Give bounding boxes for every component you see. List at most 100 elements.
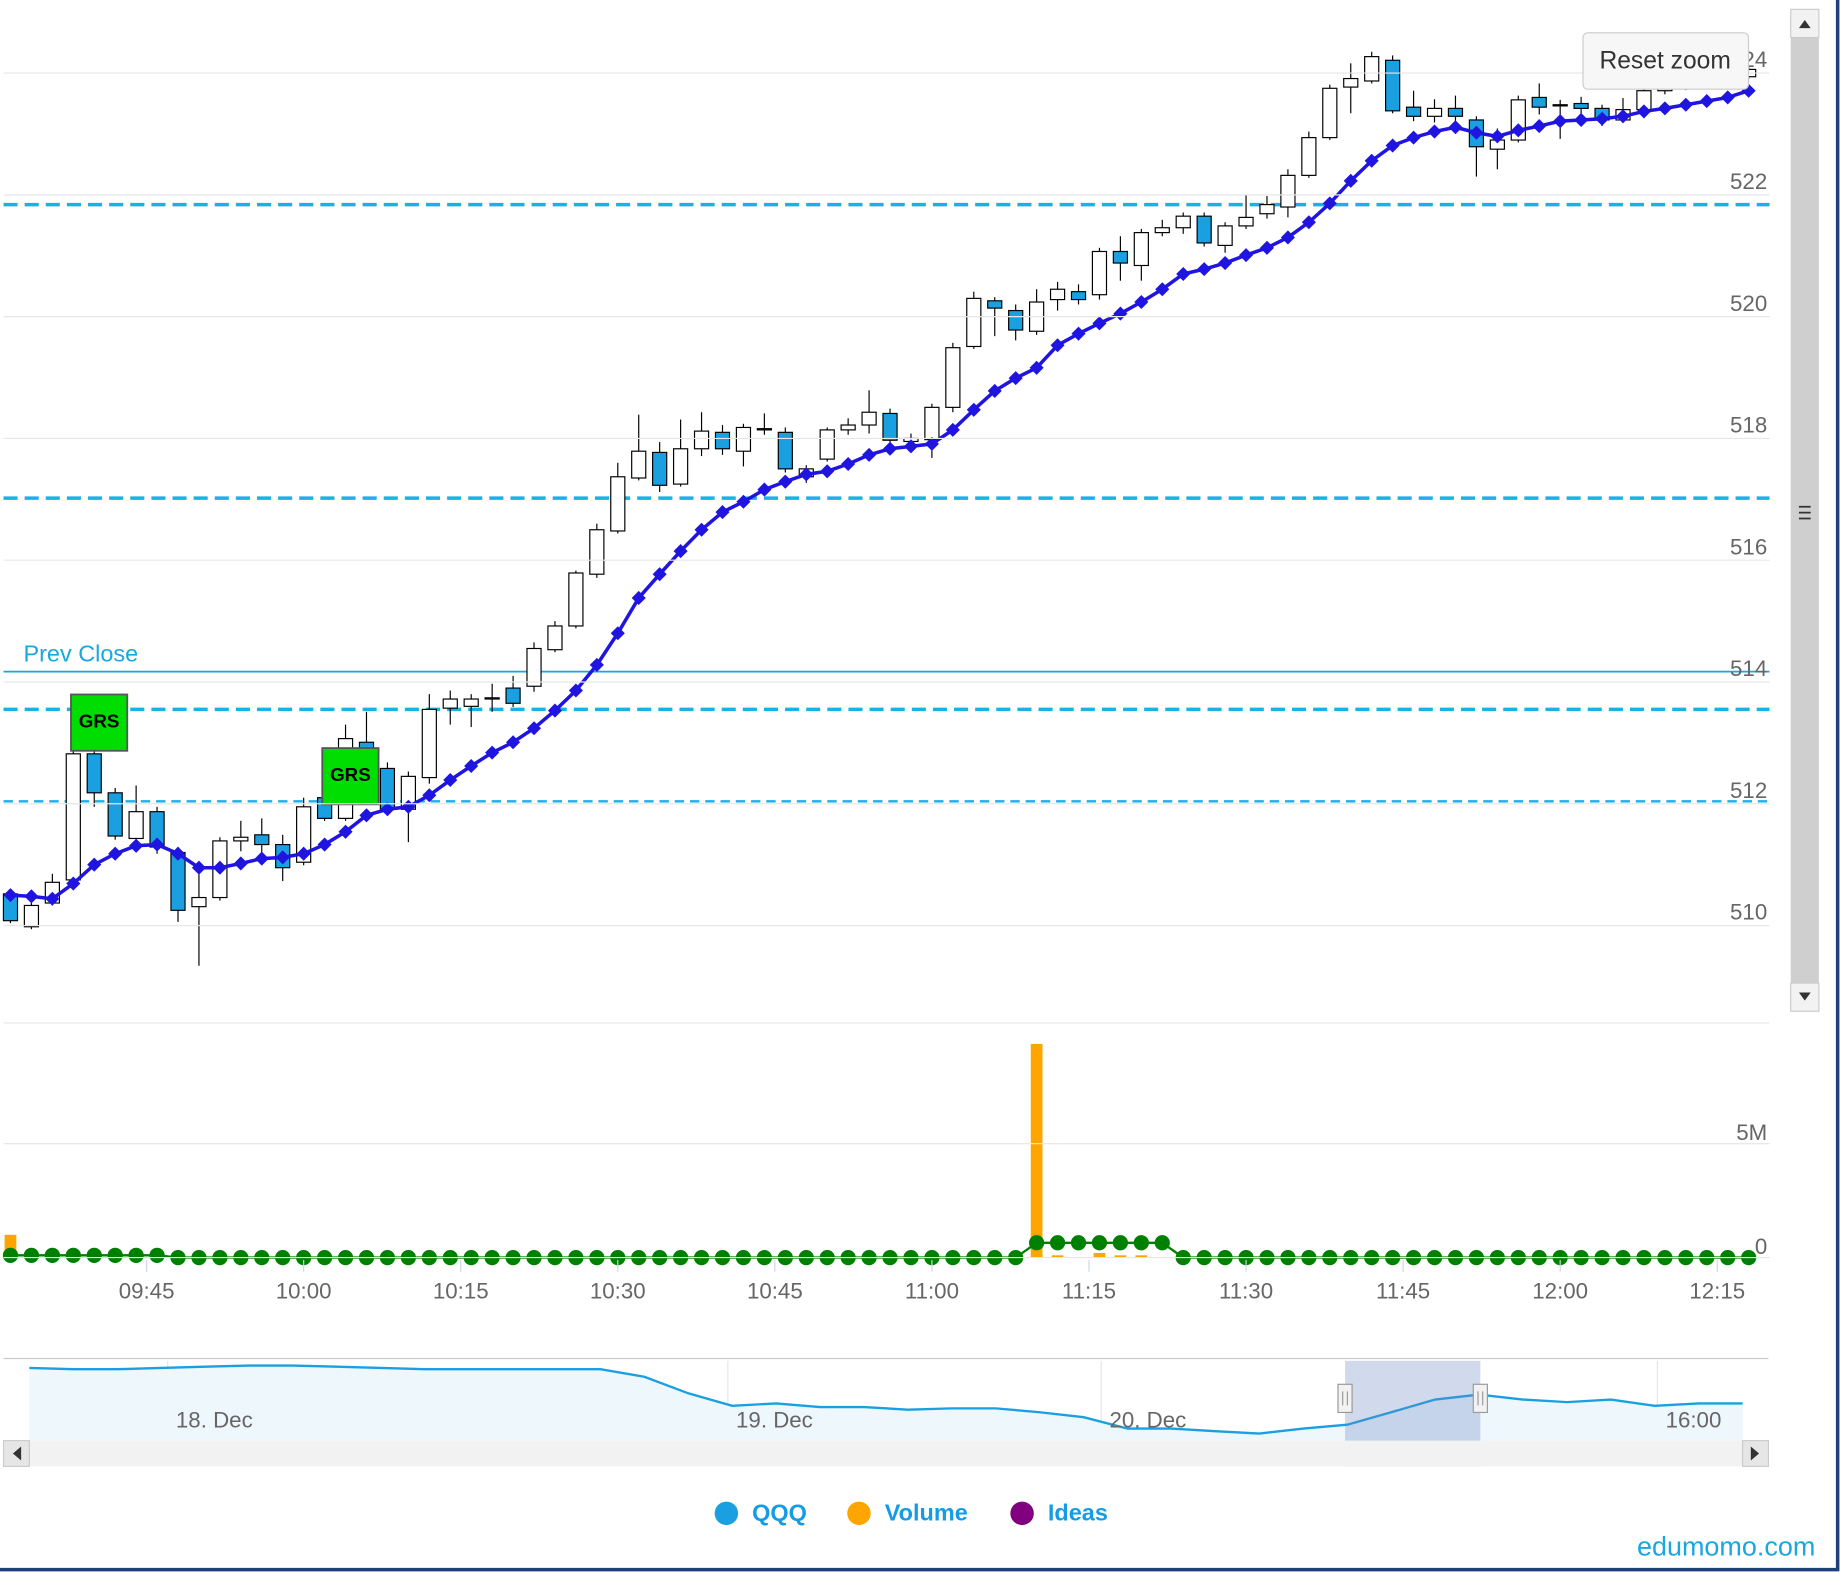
line-marker — [966, 402, 981, 417]
line-marker — [987, 383, 1002, 398]
activity-dot — [149, 1247, 165, 1263]
line-marker — [24, 889, 39, 904]
line-marker — [254, 851, 269, 866]
line-marker — [610, 626, 625, 641]
candle-body — [1133, 232, 1149, 267]
candle-body — [672, 448, 689, 485]
navigator-handle[interactable] — [1472, 1383, 1488, 1414]
line-marker — [841, 456, 856, 472]
candle-body — [254, 834, 270, 846]
idea-label: GRS — [330, 764, 371, 785]
line-marker — [924, 436, 939, 451]
candle-body — [1531, 96, 1547, 108]
y-tick-label: 518 — [1730, 413, 1767, 438]
legend-label[interactable]: Volume — [885, 1500, 968, 1526]
line-marker — [317, 837, 332, 852]
legend-symbol[interactable] — [1010, 1501, 1034, 1526]
line-marker — [275, 850, 290, 865]
line-marker — [1134, 294, 1149, 310]
handle-grip — [1477, 1391, 1484, 1406]
candle-body — [484, 697, 500, 700]
candle-body — [65, 753, 81, 881]
candle-body — [1112, 250, 1129, 264]
line-marker — [882, 441, 898, 456]
arrow-icon — [1798, 19, 1811, 29]
candle-body — [86, 753, 102, 794]
candle-body — [882, 412, 898, 441]
line-marker — [338, 824, 353, 839]
candle-body — [1217, 225, 1233, 246]
line-marker — [108, 846, 123, 861]
candle-body — [170, 851, 186, 911]
navigator-line — [29, 1364, 1743, 1435]
line-marker — [1239, 248, 1254, 263]
legend-symbol[interactable] — [847, 1501, 871, 1526]
legend-symbol[interactable] — [714, 1501, 739, 1526]
idea-label: GRS — [79, 711, 120, 732]
handle-grip — [1342, 1391, 1348, 1406]
volume-bar — [4, 1234, 17, 1258]
line-marker — [485, 745, 500, 760]
candle-body — [1196, 215, 1212, 244]
legend-label[interactable]: QQQ — [752, 1500, 807, 1526]
legend: QQQ Volume Ideas — [714, 1500, 1108, 1526]
candle-body — [987, 300, 1003, 309]
candle-body — [128, 811, 144, 840]
legend-label[interactable]: Ideas — [1048, 1500, 1108, 1526]
candle-body — [1322, 87, 1338, 139]
line-marker — [1364, 153, 1379, 168]
y-scrollbar[interactable] — [1790, 8, 1820, 1012]
y2-tick-label: 0 — [1755, 1234, 1767, 1259]
candle-body — [1385, 59, 1401, 112]
line-marker — [129, 838, 144, 853]
line-marker — [736, 494, 751, 509]
activity-dot — [86, 1247, 102, 1263]
candle-body — [819, 429, 835, 460]
line-marker — [715, 505, 730, 520]
line-marker — [150, 837, 165, 852]
candle-body — [966, 297, 982, 348]
activity-dot — [1070, 1235, 1087, 1251]
navigator-label: 20. Dec — [1109, 1408, 1186, 1433]
candle-body — [463, 698, 479, 707]
button-frame[interactable] — [1582, 32, 1750, 90]
scrollbar-track[interactable] — [1790, 9, 1819, 1012]
candle-body — [777, 431, 793, 470]
x-tick-label: 11:30 — [1219, 1279, 1273, 1304]
prev-close-label: Prev Close — [23, 640, 138, 666]
candle-body — [861, 411, 877, 426]
line-marker — [1343, 173, 1358, 188]
line-marker — [1008, 371, 1023, 386]
x-tick-label: 11:15 — [1062, 1279, 1116, 1304]
candle-body — [1259, 204, 1275, 215]
idea-flag[interactable] — [321, 747, 380, 806]
x-tick-label: 09:45 — [119, 1279, 175, 1304]
axes: 51051251451651852052252405M09:4510:0010:… — [3, 47, 1770, 1304]
candle-body — [631, 450, 647, 479]
line-marker — [1720, 90, 1735, 105]
scrollbar-track[interactable] — [3, 1440, 1769, 1467]
reset-zoom-button[interactable]: Reset zoom — [1582, 32, 1750, 90]
candle-body — [1552, 104, 1568, 107]
arrow-icon — [1750, 1446, 1760, 1461]
navigator-handle[interactable] — [1337, 1383, 1353, 1414]
volume-bar — [1093, 1253, 1106, 1258]
activity-dot — [1112, 1235, 1129, 1251]
candle-body — [693, 430, 710, 450]
candle-body — [547, 625, 563, 651]
idea-flag[interactable] — [70, 693, 129, 752]
line-marker — [1615, 109, 1631, 124]
x-scrollbar[interactable] — [2, 1440, 1770, 1468]
line-marker — [945, 422, 960, 437]
navigator-selection[interactable] — [1345, 1360, 1481, 1441]
button-label[interactable]: Reset zoom — [1599, 48, 1730, 75]
activity-dot — [1091, 1235, 1108, 1251]
volume-bar — [1051, 1255, 1064, 1258]
candle-body — [1426, 107, 1443, 117]
line-marker — [862, 447, 877, 462]
line-marker — [903, 439, 919, 454]
y-tick-label: 510 — [1730, 900, 1767, 925]
grip-icon — [1798, 505, 1811, 520]
